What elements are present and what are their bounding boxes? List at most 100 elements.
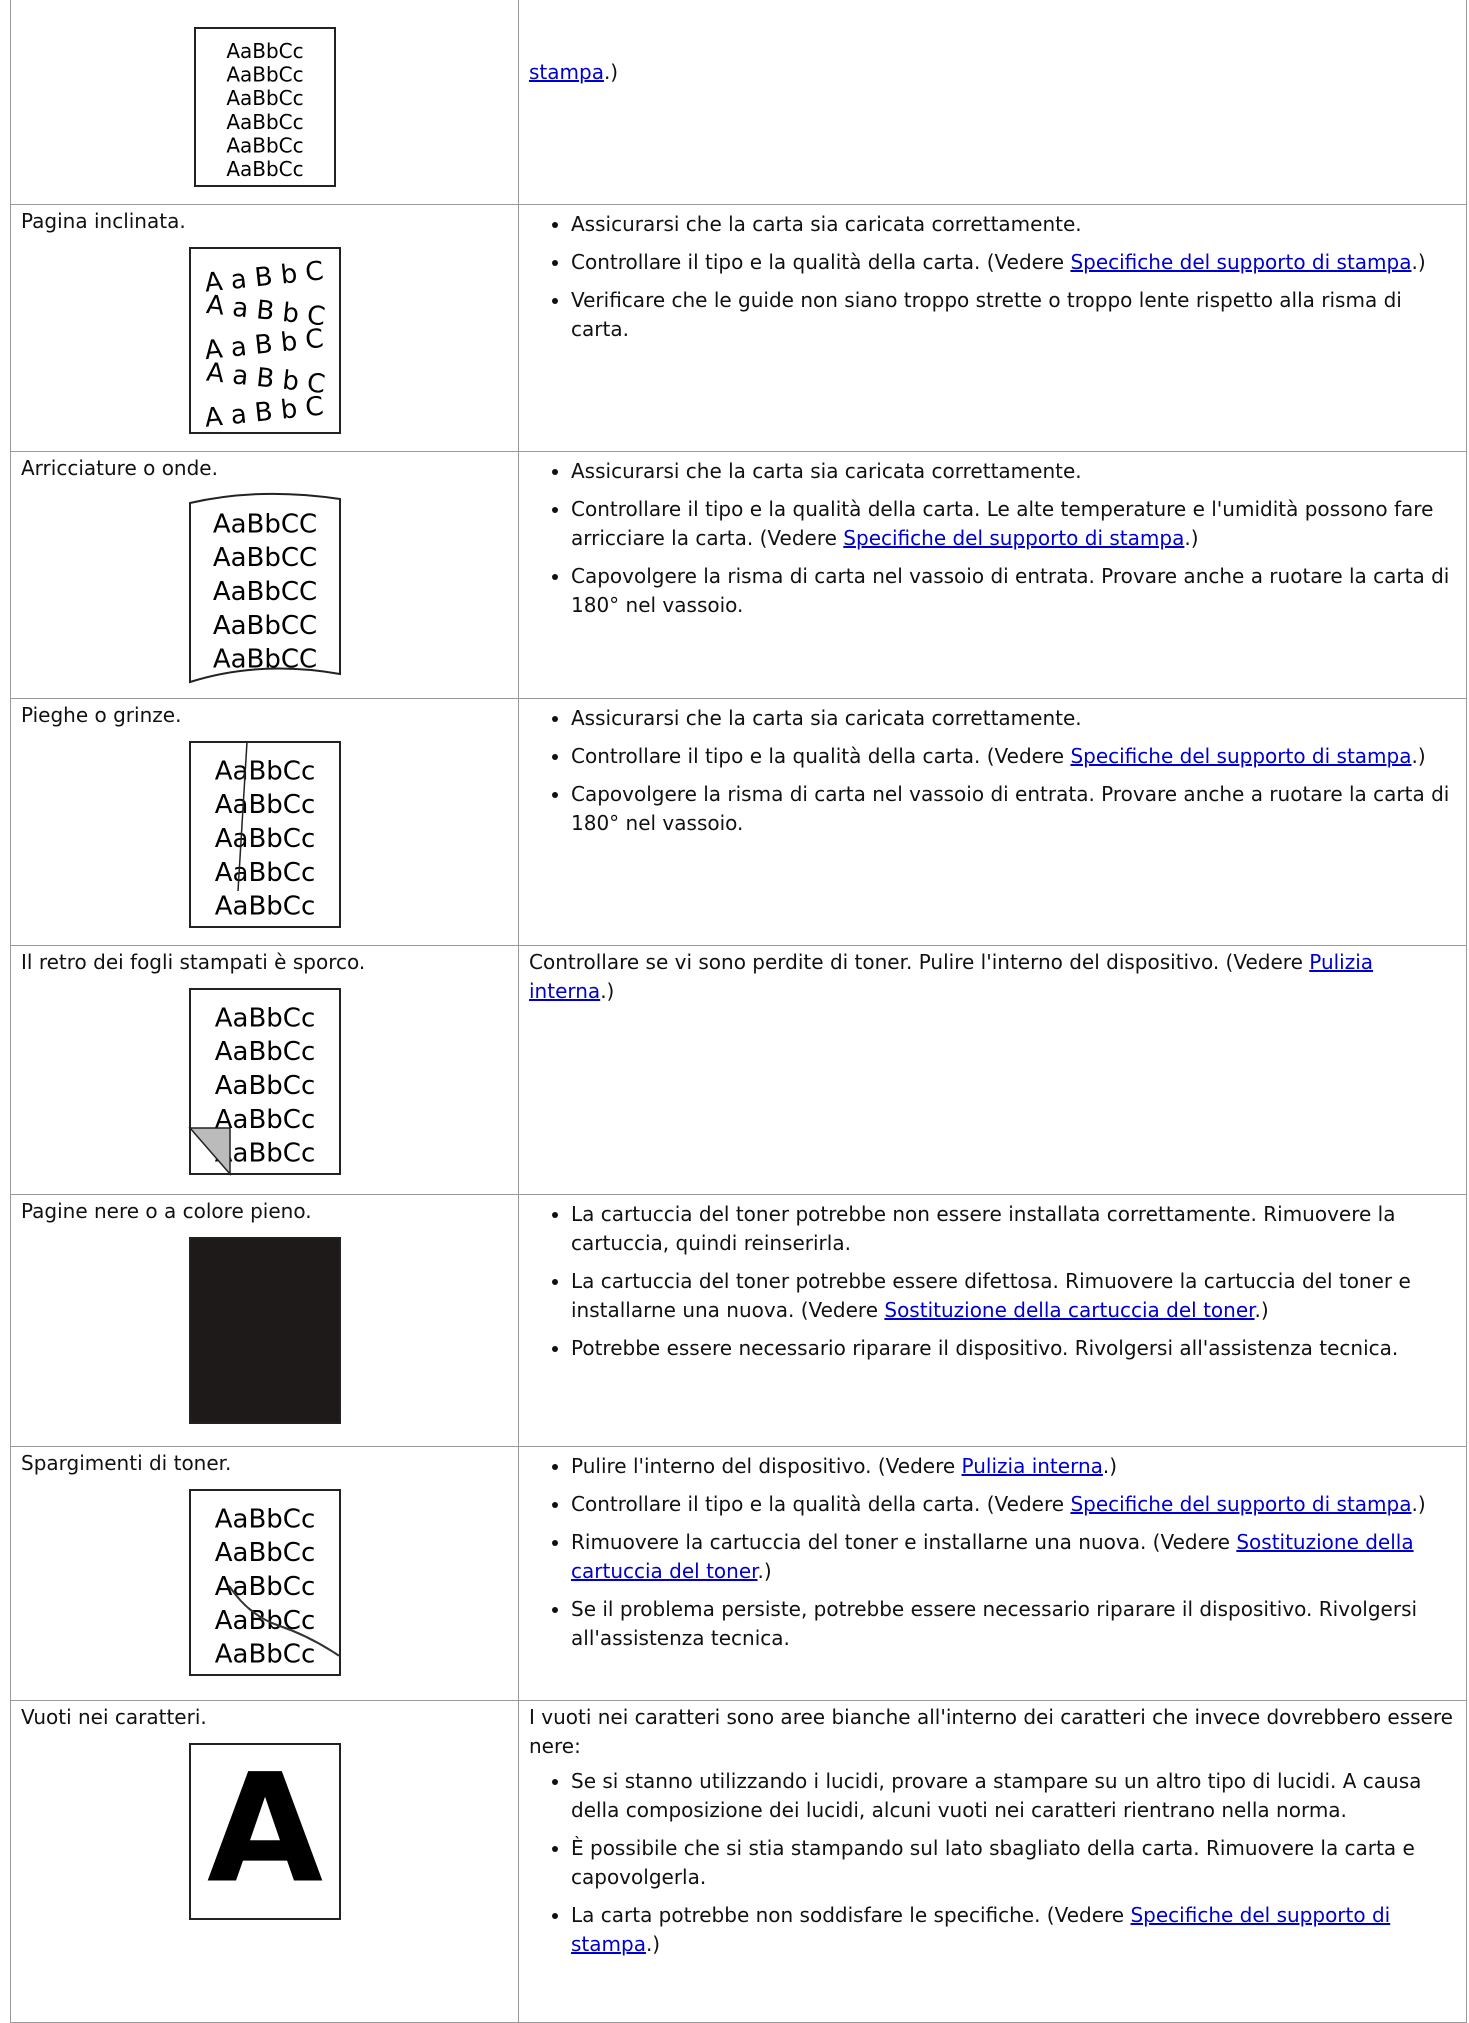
table-row: AaBbCc AaBbCc AaBbCc AaBbCc AaBbCc AaBbCc stam…	[10, 0, 1467, 205]
sample-text: AaBbCc	[214, 756, 315, 786]
text: Controllare il tipo e la qualità della c…	[571, 744, 1071, 768]
page-border	[188, 1743, 341, 1920]
problem-cell: AaBbCc AaBbCc AaBbCc AaBbCc AaBbCc AaBbCc	[10, 0, 519, 205]
bullet-item: Pulire l'interno del dispositivo. (Veder…	[571, 1452, 1456, 1481]
text: La carta potrebbe non soddisfare le spec…	[571, 1903, 1131, 1927]
link[interactable]: stampa	[529, 60, 604, 84]
link[interactable]: Specifiche del supporto di stampa	[843, 526, 1185, 550]
text: La cartuccia del toner potrebbe essere d…	[571, 1269, 1411, 1322]
sample-page: A	[188, 1743, 341, 1920]
bullet-item: La cartuccia del toner potrebbe non esse…	[571, 1200, 1456, 1258]
page-border	[188, 492, 341, 684]
solution-cell: I vuoti nei caratteri sono aree bianche …	[518, 1700, 1467, 2023]
solution-cell: Assicurarsi che la carta sia caricata co…	[518, 204, 1467, 452]
bullet-item: Controllare il tipo e la qualità della c…	[571, 1490, 1456, 1519]
text: Controllare se vi sono perdite di toner.…	[529, 950, 1310, 974]
table-row: Spargimenti di toner. AaBbCc AaBbCc AaBbCc A…	[10, 1446, 1467, 1701]
bullet-item: Verificare che le guide non siano troppo…	[571, 286, 1456, 344]
sample-page: AaBbCC AaBbCC AaBbCC AaBbCC AaBbCC	[188, 492, 341, 684]
text: .)	[1184, 526, 1199, 550]
text: Assicurarsi che la carta sia caricata co…	[571, 212, 1082, 236]
sample-text: AaBbCc	[226, 39, 303, 63]
link[interactable]: Sostituzione della cartuccia del toner	[571, 1530, 1414, 1583]
text: .)	[1411, 1492, 1426, 1516]
text: La cartuccia del toner potrebbe non esse…	[571, 1202, 1396, 1255]
link[interactable]: Specifiche del supporto di stampa	[1070, 1492, 1412, 1516]
sample-text: AaBbCc	[214, 892, 315, 922]
link[interactable]: Sostituzione della cartuccia del toner	[884, 1298, 1255, 1322]
link[interactable]: Specifiche del supporto di stampa	[571, 1903, 1391, 1956]
page-border	[188, 741, 341, 928]
solution-cell: Assicurarsi che la carta sia caricata co…	[518, 698, 1467, 946]
sample-text: AaBbCc	[214, 1003, 315, 1033]
bullet-list: Assicurarsi che la carta sia caricata co…	[529, 457, 1456, 620]
sample-text: AaBbCc	[226, 133, 303, 157]
paragraph: stampa.)	[529, 58, 1456, 87]
page-border	[188, 1237, 341, 1424]
sample-text: A	[206, 1743, 322, 1917]
text: .)	[1254, 1298, 1269, 1322]
table-row: Arricciature o onde. AaBbCC AaBbCC AaBbCC Aa…	[10, 451, 1467, 699]
bullet-item: Controllare il tipo e la qualità della c…	[571, 495, 1456, 553]
link[interactable]: Pulizia interna	[961, 1454, 1103, 1478]
page-border	[188, 1489, 341, 1676]
dirty-corner	[187, 1127, 231, 1177]
table-row: Il retro dei fogli stampati è sporco. AaB…	[10, 945, 1467, 1195]
bullet-item: Assicurarsi che la carta sia caricata co…	[571, 210, 1456, 239]
bullet-item: Se il problema persiste, potrebbe essere…	[571, 1595, 1456, 1653]
bullet-list: Assicurarsi che la carta sia caricata co…	[529, 704, 1456, 838]
problem-cell: Pagine nere o a colore pieno.	[10, 1194, 519, 1447]
sample-page	[188, 1237, 341, 1424]
text: Capovolgere la risma di carta nel vassoi…	[571, 564, 1450, 617]
problem-text: Pieghe o grinze.	[21, 703, 182, 727]
illustration: A	[21, 1738, 508, 1933]
bullet-list: Se si stanno utilizzando i lucidi, prova…	[529, 1767, 1456, 1959]
text: Se si stanno utilizzando i lucidi, prova…	[571, 1769, 1422, 1822]
sample-text: AaBbCc	[214, 790, 315, 820]
bullet-list: La cartuccia del toner potrebbe non esse…	[529, 1200, 1456, 1363]
text: È possibile che si stia stampando sul la…	[571, 1836, 1415, 1889]
sample-text: AaBbCc	[226, 110, 303, 134]
text: Controllare il tipo e la qualità della c…	[571, 1492, 1071, 1516]
bullet-item: Se si stanno utilizzando i lucidi, prova…	[571, 1767, 1456, 1825]
page-border	[188, 247, 341, 434]
bullet-item: La carta potrebbe non soddisfare le spec…	[571, 1901, 1456, 1959]
bullet-item: È possibile che si stia stampando sul la…	[571, 1834, 1456, 1892]
sample-text: AaBbCc	[214, 1504, 315, 1534]
sample-page: A a B b CA a B b CA a B b CA a B b CA a …	[188, 247, 341, 434]
sample-text: AaBbCC	[212, 543, 316, 573]
text: Controllare il tipo e la qualità della c…	[571, 250, 1071, 274]
link[interactable]: Pulizia interna	[529, 950, 1374, 1003]
text: Pulire l'interno del dispositivo. (Veder…	[571, 1454, 962, 1478]
sample-text: AaBbCC	[212, 645, 316, 675]
sample-text: AaBbCc	[226, 157, 303, 181]
text: Verificare che le guide non siano troppo…	[571, 288, 1402, 341]
table-row: Pieghe o grinze. AaBbCc AaBbCc AaBbCc AaBbCc…	[10, 698, 1467, 946]
text: .)	[645, 1932, 661, 1956]
text: Potrebbe essere necessario riparare il d…	[571, 1336, 1399, 1360]
solution-cell: Pulire l'interno del dispositivo. (Veder…	[518, 1446, 1467, 1701]
problem-cell: Vuoti nei caratteri. A	[10, 1700, 519, 2023]
link[interactable]: Specifiche del supporto di stampa	[1070, 250, 1412, 274]
sample-text: AaBbCc	[214, 858, 315, 888]
bullet-item: La cartuccia del toner potrebbe essere d…	[571, 1267, 1456, 1325]
paragraph: I vuoti nei caratteri sono aree bianche …	[529, 1703, 1456, 1761]
problem-text: Vuoti nei caratteri.	[21, 1705, 207, 1729]
problem-text: Pagina inclinata.	[21, 209, 186, 233]
sample-text: AaBbCc	[214, 1139, 315, 1169]
problem-cell: Spargimenti di toner. AaBbCc AaBbCc AaBbCc A…	[10, 1446, 519, 1701]
text: .)	[1411, 250, 1426, 274]
problem-text: Arricciature o onde.	[21, 456, 218, 480]
sample-text: AaBbCC	[212, 509, 316, 539]
page: AaBbCc AaBbCc AaBbCc AaBbCc AaBbCc AaBbCc stam…	[0, 0, 1469, 1955]
text: .)	[1102, 1454, 1118, 1478]
problem-cell: Il retro dei fogli stampati è sporco. AaB…	[10, 945, 519, 1195]
text: Assicurarsi che la carta sia caricata co…	[571, 706, 1082, 730]
page-border	[193, 27, 336, 187]
paragraph: Controllare se vi sono perdite di toner.…	[529, 948, 1456, 1006]
bullet-item: Capovolgere la risma di carta nel vassoi…	[571, 562, 1456, 620]
link[interactable]: Specifiche del supporto di stampa	[1070, 744, 1412, 768]
